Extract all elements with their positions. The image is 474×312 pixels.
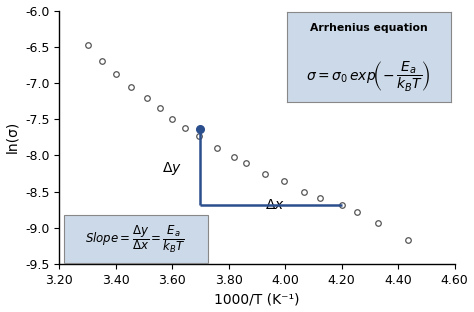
Point: [181, 125, 189, 130]
Point: [404, 238, 412, 243]
Point: [300, 189, 307, 194]
Point: [262, 171, 269, 176]
Point: [280, 178, 288, 183]
FancyBboxPatch shape: [64, 215, 208, 263]
Point: [354, 209, 361, 214]
Point: [112, 71, 119, 76]
Point: [84, 43, 91, 48]
Point: [317, 196, 324, 201]
Text: $\mathit{Slope} = \dfrac{\Delta y}{\Delta x} = \dfrac{E_a}{k_B T}$: $\mathit{Slope} = \dfrac{\Delta y}{\Delt…: [85, 223, 186, 255]
Point: [156, 106, 164, 111]
Point: [338, 202, 346, 207]
X-axis label: 1000/T (K⁻¹): 1000/T (K⁻¹): [214, 292, 300, 306]
Point: [242, 160, 249, 165]
Point: [98, 59, 106, 64]
Text: $\Delta y$: $\Delta y$: [162, 160, 182, 177]
Point: [374, 220, 382, 225]
Point: [195, 134, 203, 139]
Point: [128, 84, 135, 89]
Point: [143, 95, 151, 100]
Text: $\Delta x$: $\Delta x$: [265, 197, 285, 212]
Point: [168, 117, 176, 122]
Point: [214, 146, 221, 151]
Point: [230, 154, 238, 159]
Y-axis label: ln(σ): ln(σ): [6, 121, 19, 154]
